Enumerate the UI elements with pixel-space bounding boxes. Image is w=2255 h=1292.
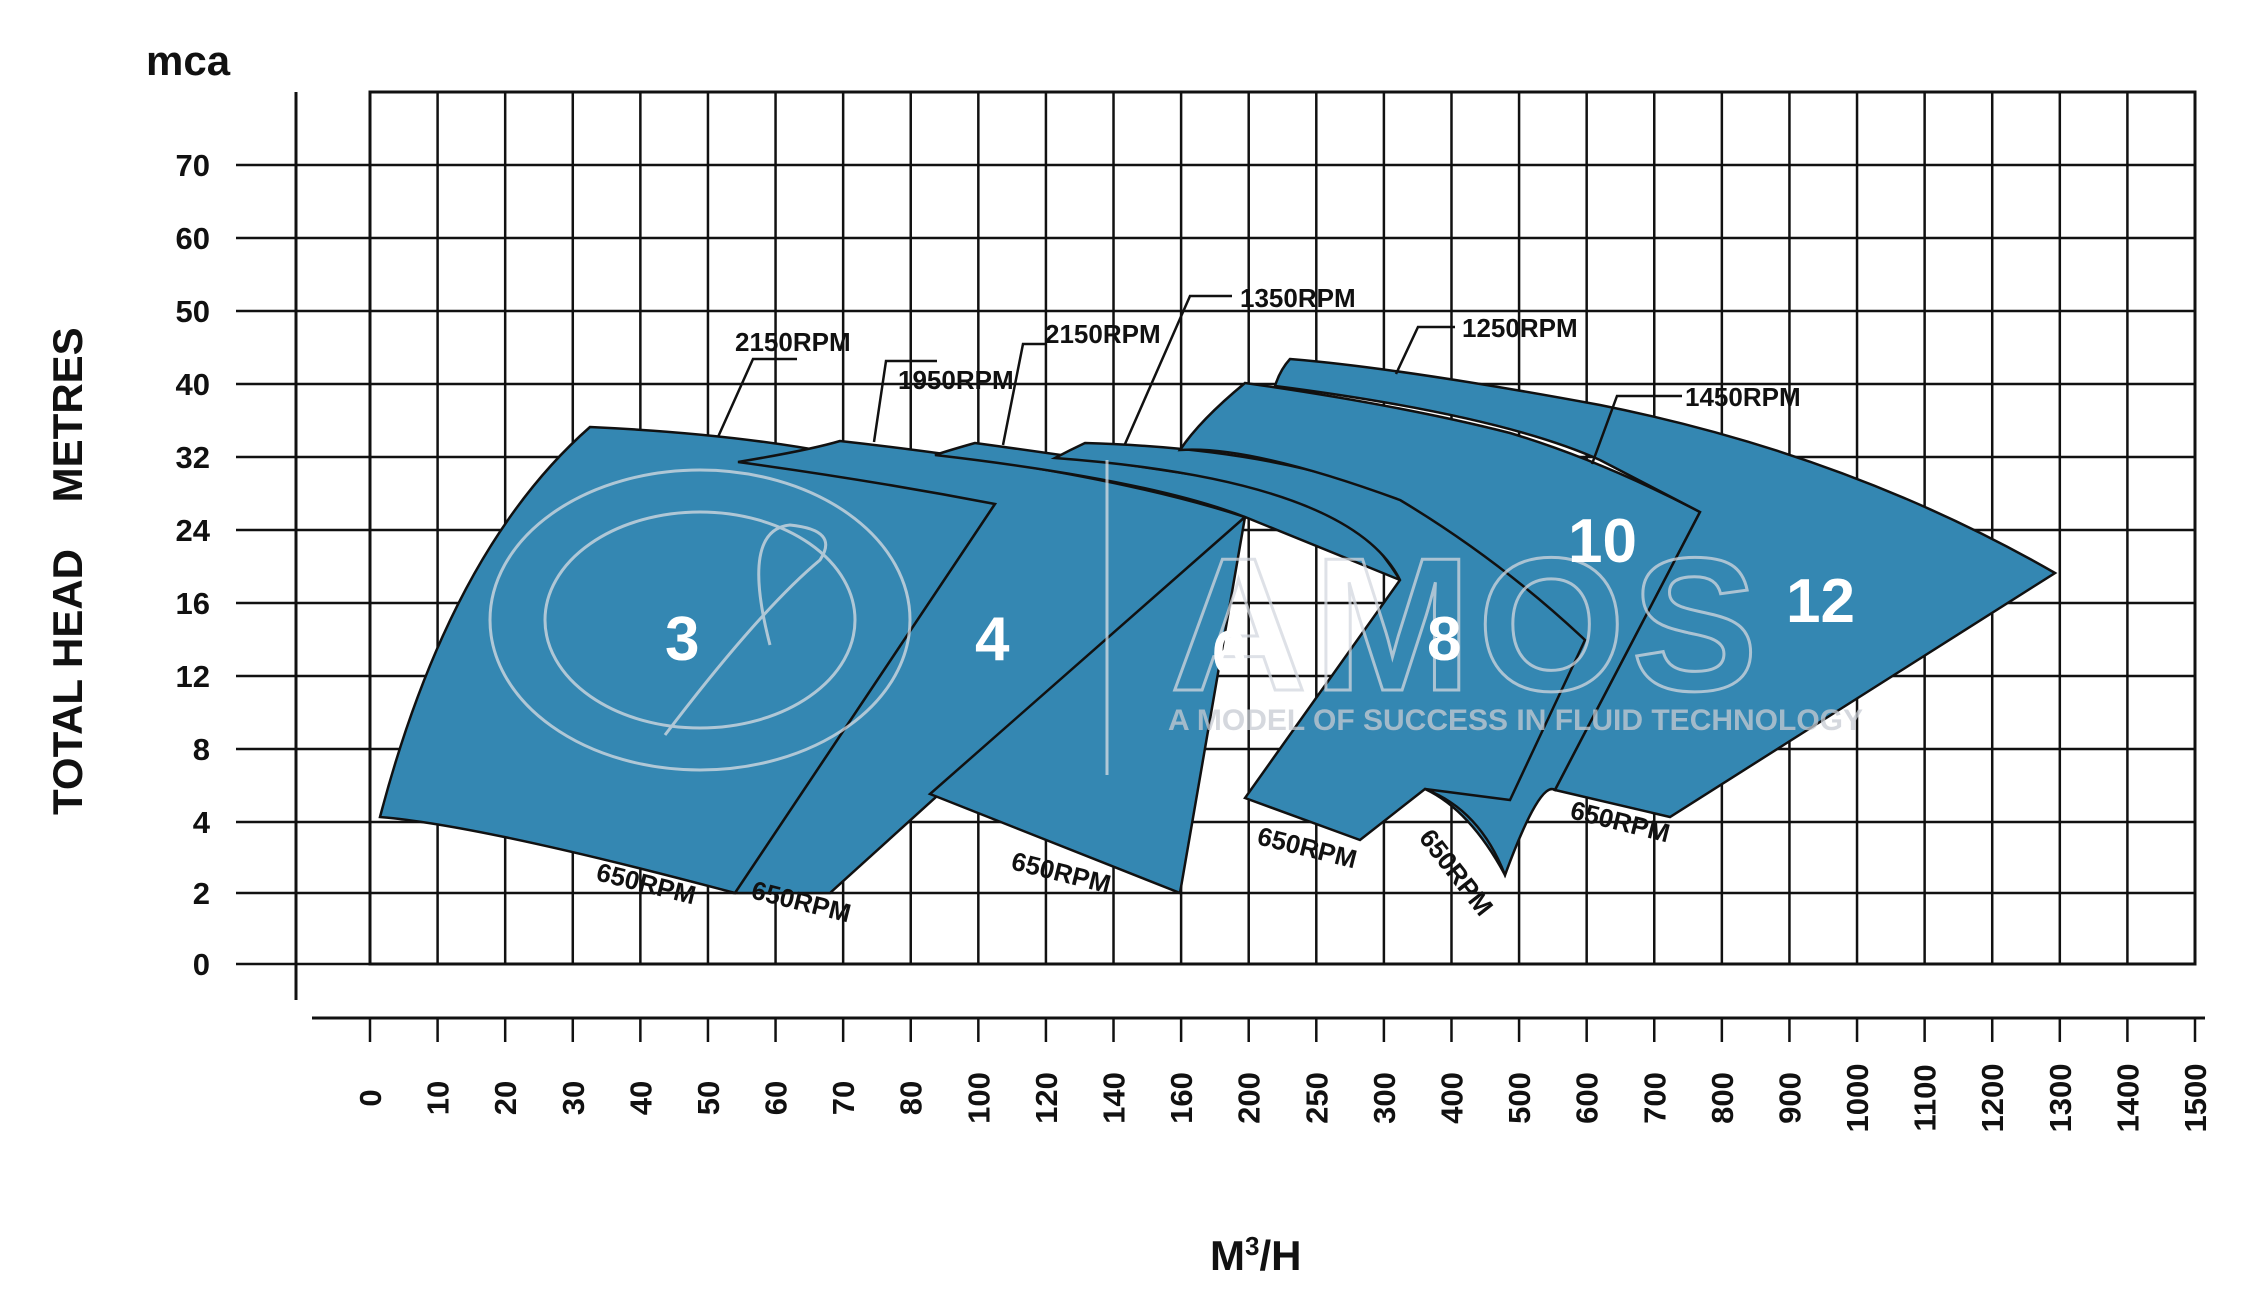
x-tick-label: 1500 (2178, 1064, 2213, 1133)
x-tick-label: 20 (488, 1081, 523, 1115)
axes (294, 92, 2205, 1042)
zone-10-max-speed: 1250RPM (1462, 313, 1578, 343)
x-tick-label: 800 (1705, 1072, 1740, 1124)
x-tick-label: 400 (1434, 1072, 1469, 1124)
y-tick-label: 40 (176, 367, 210, 402)
zone-4-area (732, 439, 1248, 895)
x-tick-label: 500 (1502, 1072, 1537, 1124)
x-tick-label: 1000 (1840, 1064, 1875, 1133)
y-tick-label: 16 (176, 586, 210, 621)
x-tick-label: 600 (1570, 1072, 1605, 1124)
zone-12-label: 12 (1786, 567, 1855, 636)
x-tick-label: 250 (1299, 1072, 1334, 1124)
y-tick-label: 70 (176, 148, 210, 183)
x-tick-label: 40 (623, 1081, 658, 1115)
y-tick-label: 4 (193, 805, 211, 840)
zone-3-label: 3 (665, 605, 699, 674)
watermark-logo: AMOS (1170, 519, 1764, 731)
zone-4-max-speed: 1950RPM (898, 365, 1014, 395)
x-tick-label: 300 (1367, 1072, 1402, 1124)
x-tick-label: 900 (1772, 1072, 1807, 1124)
rpm-leader-lines (716, 294, 1682, 465)
x-tick-label: 120 (1029, 1072, 1064, 1124)
x-tick-labels: 0 10 20 30 40 50 60 70 80 100 120 140 160 200 250 300 40… (353, 1064, 2213, 1133)
y-unit-label: mca (146, 37, 231, 84)
x-tick-label: 1200 (1975, 1064, 2010, 1133)
x-tick-label: 160 (1164, 1072, 1199, 1124)
y-tick-label: 32 (176, 440, 210, 475)
zone-4-label: 4 (975, 605, 1010, 674)
zone-6-label: 6 (1212, 619, 1246, 688)
y-tick-label: 60 (176, 221, 210, 256)
zone-3-max-speed: 2150RPM (735, 327, 851, 357)
x-tick-label: 50 (691, 1081, 726, 1115)
x-tick-label: 0 (353, 1089, 388, 1106)
y-axis-title: TOTAL HEAD METRES (44, 327, 91, 815)
y-tick-label: 24 (176, 513, 211, 548)
x-tick-label: 80 (894, 1081, 929, 1115)
y-tick-label: 12 (176, 659, 210, 694)
x-tick-label: 1400 (2110, 1064, 2145, 1133)
zone-12-max-speed: 1450RPM (1685, 382, 1801, 412)
x-tick-label: 1100 (1908, 1064, 1943, 1131)
zone-10-label: 10 (1568, 507, 1637, 576)
zone-8-max-speed: 1350RPM (1240, 283, 1356, 313)
x-axis-title: M3/H (1210, 1231, 1301, 1279)
x-tick-label: 200 (1232, 1072, 1267, 1124)
zone-labels: 3 4 6 8 10 12 (665, 507, 1855, 688)
max-speed-labels: 2150RPM 1950RPM 2150RPM 1350RPM 1250RPM … (735, 283, 1801, 412)
y-tick-label: 8 (193, 732, 210, 767)
x-tick-label: 30 (556, 1081, 591, 1115)
x-tick-label: 10 (421, 1081, 456, 1115)
watermark-tagline: A MODEL OF SUCCESS IN FLUID TECHNOLOGY (1168, 704, 1863, 737)
x-tick-label: 700 (1637, 1072, 1672, 1124)
y-tick-label: 0 (193, 947, 210, 982)
x-tick-label: 140 (1097, 1072, 1132, 1124)
zone-6-max-speed: 2150RPM (1045, 319, 1161, 349)
x-tick-label: 60 (759, 1081, 794, 1115)
zone-12-area (1273, 357, 2058, 819)
y-tick-label: 50 (176, 294, 210, 329)
x-tick-label: 70 (826, 1081, 861, 1115)
zone-10-area (1177, 381, 1702, 879)
x-tick-label: 1300 (2043, 1064, 2078, 1133)
y-tick-label: 2 (193, 876, 210, 911)
performance-zones (378, 357, 2058, 895)
amos-watermark: AMOS A MODEL OF SUCCESS IN FLUID TECHNOL… (488, 460, 1863, 775)
x-tick-label: 100 (961, 1072, 996, 1124)
zone-8-label: 8 (1427, 605, 1461, 674)
